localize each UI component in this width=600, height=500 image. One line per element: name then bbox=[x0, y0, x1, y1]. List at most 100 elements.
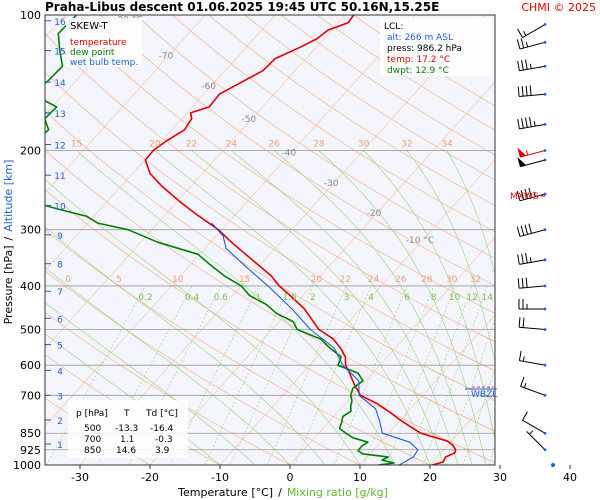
dry-adiabat-line bbox=[244, 15, 495, 181]
adiabat-label: 22 bbox=[186, 139, 197, 149]
plot-frame bbox=[44, 14, 496, 466]
table-header-t: T bbox=[123, 409, 130, 419]
altitude-tick-label: 10 bbox=[54, 202, 66, 212]
wind-barb-feather bbox=[516, 191, 521, 201]
x-axis-label-separator: / bbox=[278, 486, 282, 499]
adiabat-label: 20 bbox=[311, 275, 323, 285]
axes: -30 -20 -10 0 10 20 30 401002003004005006007008… bbox=[13, 9, 577, 484]
isotherm-label: -50 bbox=[241, 115, 256, 125]
wind-barb-base bbox=[543, 363, 547, 367]
summary-table: p [hPa] T Td [°C] 500 -13.3 -16.4 700 1.… bbox=[68, 400, 188, 458]
x-tick-label: 10 bbox=[353, 471, 367, 484]
wind-barb-base bbox=[543, 23, 547, 26]
mixing-ratio-line bbox=[333, 285, 408, 465]
wind-barb-base bbox=[543, 307, 547, 311]
isotherm-label: -20 bbox=[367, 209, 382, 219]
wind-barb-feather bbox=[518, 350, 522, 361]
mixing-ratio-label: 8 bbox=[431, 293, 437, 303]
dry-adiabat-line bbox=[45, 311, 291, 465]
altitude-tick-label: 4 bbox=[57, 367, 63, 377]
isotherm-line bbox=[45, 15, 136, 116]
y-axis-label-altitude: Altitude [km] bbox=[2, 160, 15, 232]
wind-barb-flag bbox=[517, 157, 527, 167]
mxws-marker: MXWS bbox=[510, 192, 545, 202]
wind-barb-feather bbox=[521, 86, 524, 97]
wind-barb-base bbox=[543, 393, 547, 397]
wind-barb-feather bbox=[522, 317, 525, 328]
wind-barb bbox=[517, 277, 547, 289]
mixing-ratio-label: 14 bbox=[481, 293, 493, 303]
wind-barb-staff bbox=[519, 123, 546, 130]
wind-barb-feather bbox=[517, 86, 520, 97]
table-cell: -16.4 bbox=[150, 424, 174, 434]
pressure-tick-label: 600 bbox=[20, 359, 41, 372]
adiabat-label: 26 bbox=[395, 275, 407, 285]
dry-adiabat-line bbox=[45, 354, 221, 465]
altitude-tick-label: 2 bbox=[57, 417, 63, 427]
wind-barb bbox=[517, 85, 547, 98]
mixing-ratio-label: 0.2 bbox=[138, 293, 152, 303]
lcl-box bbox=[380, 18, 492, 76]
moist-adiabat-line bbox=[406, 150, 495, 364]
y-axis-title: Pressure [hPa] / Altitude [km] bbox=[2, 160, 15, 325]
mixing-ratio-label: 1 bbox=[256, 293, 262, 303]
dry-adiabat-line bbox=[353, 15, 495, 107]
wind-barb-half-feather bbox=[525, 42, 529, 48]
x-axis-title: Temperature [°C] / Mixing ratio [g/kg] bbox=[177, 486, 388, 499]
legend-chart-type: SKEW-T bbox=[70, 21, 108, 32]
dry-adiabat-line bbox=[172, 15, 495, 233]
wind-barb-feather bbox=[528, 223, 532, 234]
x-tick-label: 0 bbox=[287, 471, 294, 484]
mixing-ratio-label: 1.5 bbox=[283, 293, 297, 303]
wind-barb-feather bbox=[520, 38, 525, 49]
chart-title: Praha-Libus descent 01.06.2025 19:45 UTC… bbox=[45, 0, 439, 14]
x-tick-label: 40 bbox=[563, 471, 577, 484]
wbzl-label: WBZL bbox=[471, 390, 497, 400]
isotherm-line bbox=[359, 314, 495, 465]
mixing-ratio-label: 0.6 bbox=[214, 293, 229, 303]
wind-barb bbox=[522, 411, 547, 435]
mixing-ratio-line bbox=[229, 285, 314, 465]
lcl-title: LCL: bbox=[384, 22, 403, 32]
wind-barb-feather bbox=[528, 116, 532, 127]
table-cell: 500 bbox=[84, 424, 101, 434]
altitude-tick-label: 11 bbox=[54, 172, 65, 182]
wind-barb-feather bbox=[521, 277, 524, 288]
legend-box bbox=[66, 18, 142, 67]
adiabat-label: 26 bbox=[268, 139, 280, 149]
mixing-ratio-label: 4 bbox=[368, 293, 374, 303]
wind-barb bbox=[517, 23, 547, 38]
wind-barb-half-feather bbox=[533, 121, 536, 127]
wind-barb-half-feather bbox=[529, 257, 532, 263]
mixing-ratio-label: 0.4 bbox=[185, 293, 200, 303]
legend-item-wetbulb: wet bulb temp. bbox=[70, 58, 138, 68]
wind-barb-base bbox=[543, 284, 547, 288]
isotherm-line bbox=[45, 15, 206, 194]
dry-adiabat-line bbox=[45, 71, 495, 372]
lcl-dwpt: dwpt: 12.9 °C bbox=[387, 66, 449, 76]
x-tick-label: 30 bbox=[493, 471, 507, 484]
adiabat-label: 22 bbox=[340, 275, 351, 285]
wind-barb-feather bbox=[521, 253, 524, 264]
svg-text:Pressure [hPa]/Altitude [km]: Pressure [hPa] / Altitude [km] bbox=[2, 160, 15, 325]
wbzl-marker: WBZL bbox=[465, 386, 497, 400]
wind-barb-staff bbox=[526, 431, 546, 451]
wind-barb-feather bbox=[525, 117, 528, 128]
adiabat-label: 34 bbox=[441, 139, 453, 149]
altitude-tick-label: 5 bbox=[57, 342, 63, 352]
wind-barb-base bbox=[543, 64, 547, 68]
dry-adiabat-line bbox=[63, 15, 495, 314]
wind-barb-half-feather bbox=[523, 30, 527, 36]
mixing-ratio-line bbox=[294, 285, 372, 465]
wind-barb bbox=[517, 147, 547, 158]
adiabat-label: 0 bbox=[65, 275, 71, 285]
dry-adiabat-line bbox=[45, 229, 431, 465]
svg-text:Temperature [°C]/Mixing ratio: Temperature [°C] / Mixing ratio [g/kg] bbox=[177, 486, 388, 499]
wind-barb-flag bbox=[517, 147, 527, 158]
wind-barb-feather bbox=[525, 59, 528, 70]
wind-barb-feather bbox=[525, 253, 528, 264]
wind-barb-feather bbox=[524, 224, 529, 235]
pressure-tick-label: 1000 bbox=[13, 459, 41, 472]
wind-barb-feather bbox=[516, 39, 521, 50]
wind-barb-feather bbox=[520, 225, 525, 236]
